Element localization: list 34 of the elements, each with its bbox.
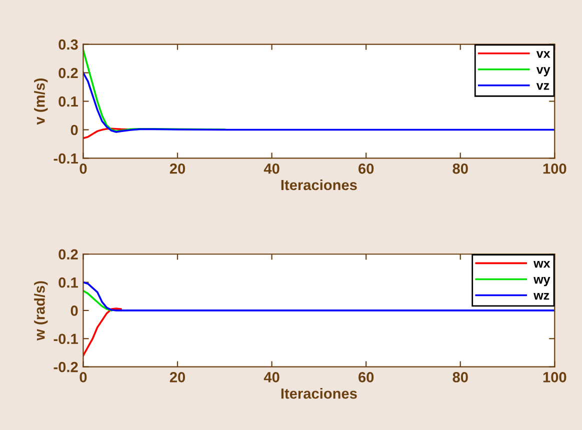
y-tick-label: -0.1 <box>54 334 78 344</box>
y-tick-label: -0.1 <box>54 153 78 164</box>
x-tick-label: 80 <box>452 163 468 174</box>
x-tick-label: 100 <box>543 163 566 174</box>
y-axis-title: w (rad/s) <box>34 281 48 340</box>
legend-label: vx <box>536 51 550 58</box>
legend-label: vz <box>536 83 550 90</box>
legend-label: wx <box>534 260 550 268</box>
y-tick-label: 0.3 <box>58 39 78 50</box>
line-series <box>83 308 122 356</box>
y-tick-label: 0 <box>70 124 78 136</box>
x-tick-label: 20 <box>170 372 186 382</box>
y-tick-label: 0.1 <box>58 96 78 107</box>
y-tick-label: 0 <box>70 306 78 316</box>
y-axis-title: v (m/s) <box>34 78 48 125</box>
y-tick-label: -0.2 <box>54 362 78 372</box>
x-tick-label: 0 <box>80 163 87 174</box>
x-tick-label: 60 <box>358 372 374 382</box>
x-tick-label: 100 <box>543 372 566 382</box>
x-tick-label: 20 <box>170 163 186 174</box>
y-tick-label: 0.2 <box>58 68 78 78</box>
x-tick-label: 0 <box>80 372 87 382</box>
x-tick-label: 60 <box>358 163 374 174</box>
y-tick-label: 0.2 <box>58 249 78 260</box>
legend-label: wy <box>534 276 550 286</box>
legend-label: vy <box>536 67 550 76</box>
y-tick-label: 0.1 <box>58 277 78 288</box>
x-tick-label: 40 <box>264 372 280 382</box>
x-tick-label: 80 <box>452 372 468 382</box>
x-axis-title: Iteraciones <box>281 179 357 190</box>
legend-label: wz <box>534 293 550 300</box>
line-series <box>83 290 112 312</box>
x-tick-label: 40 <box>264 163 280 174</box>
x-axis-title: Iteraciones <box>281 388 357 399</box>
